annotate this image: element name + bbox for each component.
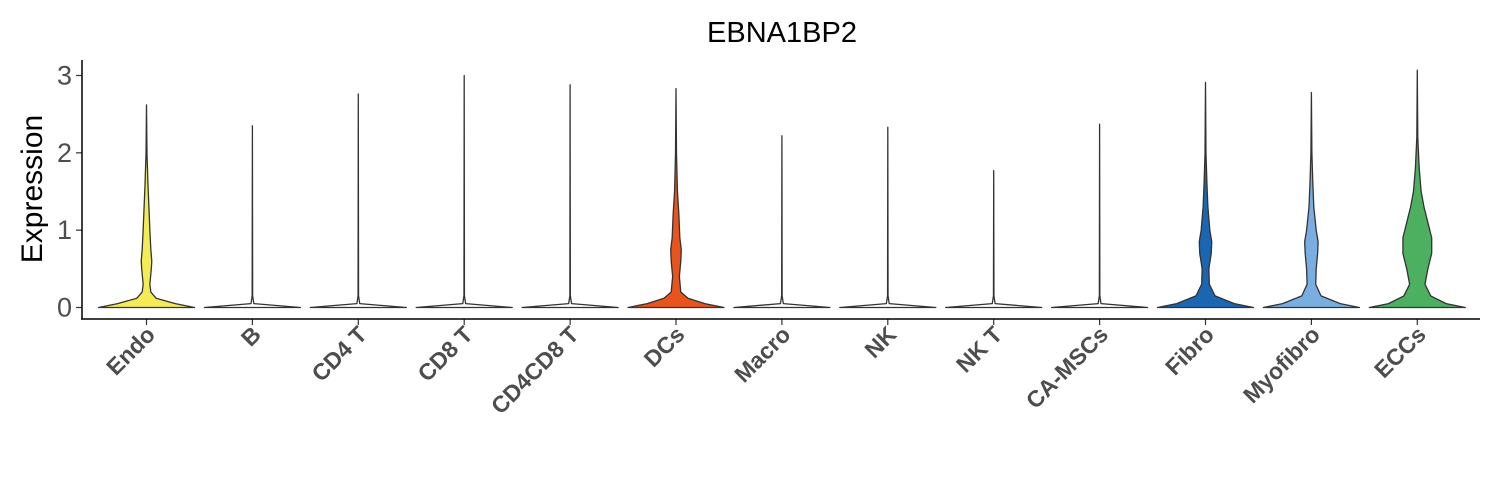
x-tick-label-endo: Endo: [101, 321, 160, 380]
violin-endo: [97, 104, 196, 309]
violin-group: [97, 69, 1466, 309]
chart-title: EBNA1BP2: [707, 17, 857, 49]
x-tick-label-cd8-t: CD8 T: [412, 321, 477, 386]
x-tick-label-ca-mscs: CA-MSCs: [1021, 321, 1113, 413]
violin-nk: [839, 126, 937, 309]
violin-cd4cd8-t: [521, 84, 619, 309]
x-tick-label-cd4-t: CD4 T: [306, 321, 371, 386]
violin-b: [203, 125, 302, 309]
violin-nk-t: [945, 169, 1043, 309]
x-tick-label-nk-t: NK T: [951, 321, 1007, 377]
violin-fibro: [1156, 81, 1255, 309]
violin-cd8-t: [415, 74, 513, 309]
y-tick-label: 0: [57, 293, 72, 323]
x-tick-label-dcs: DCs: [639, 321, 690, 372]
x-tick-label-cd4cd8-t: CD4CD8 T: [486, 321, 584, 419]
x-tick-label-b: B: [236, 321, 266, 351]
x-tick-label-macro: Macro: [729, 321, 795, 387]
y-tick-label: 1: [57, 215, 72, 245]
y-axis-label: Expression: [16, 115, 49, 263]
x-axis: Endo B CD4 T CD8 T CD4CD8 T DCs Macro NK NK T CA-…: [101, 319, 1431, 419]
y-tick-label: 3: [57, 61, 72, 91]
y-tick-label: 2: [57, 138, 72, 168]
x-tick-label-myofibro: Myofibro: [1238, 321, 1325, 408]
x-tick-label-fibro: Fibro: [1160, 321, 1219, 380]
violin-eccs: [1368, 69, 1466, 309]
violin-cd4-t: [309, 93, 407, 309]
violin-macro: [733, 135, 831, 309]
y-axis: 0 1 2 3: [57, 61, 82, 323]
violin-ca-mscs: [1050, 123, 1149, 309]
x-tick-label-eccs: ECCs: [1369, 321, 1431, 383]
x-tick-label-nk: NK: [859, 321, 901, 363]
violin-myofibro: [1262, 91, 1361, 309]
violin-dcs: [627, 88, 725, 309]
